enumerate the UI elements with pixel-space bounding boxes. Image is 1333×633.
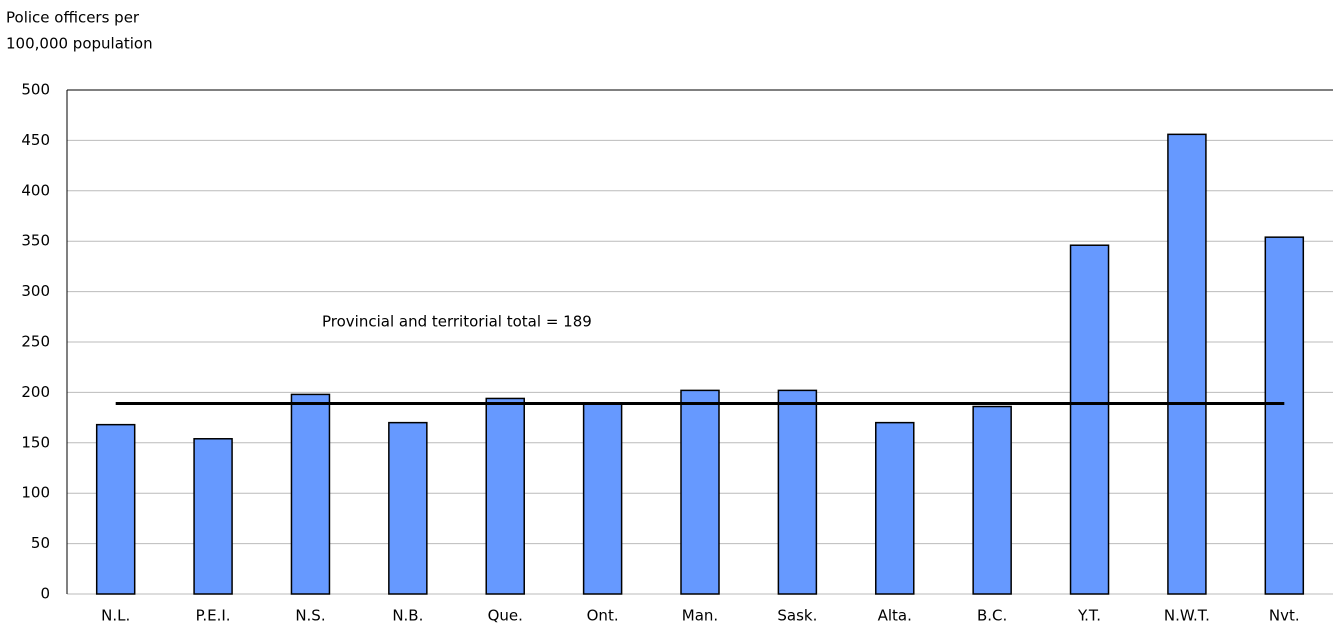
- bar: [777, 389, 818, 595]
- x-tick-label: Sask.: [777, 607, 817, 625]
- y-tick-label: 150: [21, 433, 50, 451]
- reference-label: Provincial and territorial total = 189: [322, 313, 592, 331]
- x-tick-label: Ont.: [587, 607, 619, 625]
- x-tick-label: N.B.: [392, 607, 423, 625]
- x-tick-label: Nvt.: [1269, 607, 1300, 625]
- bar: [388, 421, 428, 595]
- y-axis-title: 100,000 population: [6, 35, 153, 53]
- y-tick-label: 400: [21, 181, 50, 199]
- x-tick-label: Que.: [488, 607, 523, 625]
- bar: [1069, 244, 1110, 595]
- bar: [875, 421, 915, 595]
- y-tick-label: 450: [21, 131, 50, 149]
- bar: [680, 389, 720, 595]
- bar: [95, 423, 136, 595]
- x-tick-label: N.S.: [295, 607, 325, 625]
- bar: [193, 438, 233, 595]
- y-axis-title: Police officers per: [6, 9, 140, 27]
- bar: [1167, 133, 1207, 595]
- x-tick-label: P.E.I.: [196, 607, 231, 625]
- x-tick-label: Man.: [682, 607, 718, 625]
- y-tick-label: 250: [21, 333, 50, 351]
- y-tick-label: 100: [21, 484, 50, 502]
- bar: [485, 397, 525, 595]
- y-tick-label: 300: [21, 282, 50, 300]
- bar: [972, 405, 1012, 595]
- y-tick-label: 500: [21, 81, 50, 99]
- y-tick-label: 0: [40, 585, 50, 603]
- x-tick-label: N.L.: [101, 607, 130, 625]
- x-tick-label: N.W.T.: [1164, 607, 1210, 625]
- x-tick-label: Alta.: [878, 607, 912, 625]
- x-tick-label: Y.T.: [1077, 607, 1101, 625]
- x-tick-label: B.C.: [977, 607, 1007, 625]
- y-tick-label: 350: [21, 232, 50, 250]
- bar: [582, 402, 623, 595]
- bar: [290, 393, 331, 595]
- y-tick-label: 50: [31, 534, 50, 552]
- bar: [1264, 236, 1305, 595]
- y-tick-label: 200: [21, 383, 50, 401]
